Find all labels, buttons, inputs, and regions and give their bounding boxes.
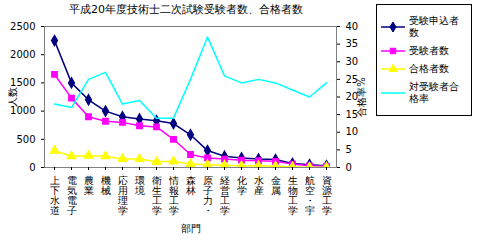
svg-text:航空・宇: 航空・宇 [305, 175, 315, 216]
svg-text:化学: 化学 [237, 175, 247, 196]
svg-text:森林: 森林 [185, 175, 196, 196]
svg-text:人数: 人数 [7, 87, 18, 107]
svg-text:原子力・: 原子力・ [203, 175, 213, 216]
svg-text:資源工学: 資源工学 [322, 175, 332, 216]
svg-text:上下水道: 上下水道 [50, 175, 60, 216]
svg-text:0: 0 [346, 162, 352, 173]
svg-text:25: 25 [345, 73, 359, 85]
svg-text:農業: 農業 [84, 175, 94, 196]
svg-text:情報工学: 情報工学 [168, 175, 179, 216]
svg-text:経営工学: 経営工学 [219, 175, 230, 216]
svg-text:2500: 2500 [10, 21, 35, 32]
svg-text:合格率%: 合格率% [356, 77, 367, 117]
svg-text:水産: 水産 [254, 175, 264, 196]
svg-text:20: 20 [345, 91, 359, 103]
svg-text:2000: 2000 [10, 49, 35, 60]
html-text:平成20年度技術士二次試験受験者数、合格者数: 平成20年度技術士二次試験受験者数、合格者数 [69, 3, 303, 16]
svg-text:電気電子: 電気電子 [67, 175, 77, 216]
svg-text:500: 500 [16, 134, 35, 145]
svg-text:機械: 機械 [101, 175, 111, 196]
svg-text:生物工学: 生物工学 [288, 175, 298, 216]
html-text:受験者数: 受験者数 [409, 45, 449, 56]
svg-text:部門: 部門 [181, 223, 201, 234]
svg-text:10: 10 [346, 126, 359, 137]
svg-text:15: 15 [345, 108, 359, 120]
svg-text:衛生工学: 衛生工学 [152, 175, 162, 216]
svg-text:30: 30 [346, 56, 359, 67]
html-text:合格者数: 合格者数 [409, 63, 449, 74]
svg-text:1000: 1000 [10, 105, 36, 117]
svg-text:35: 35 [346, 38, 359, 49]
svg-text:1500: 1500 [10, 77, 35, 88]
html-text:対受験者合格率: 対受験者合格率 [409, 81, 459, 104]
html-text:受験申込者数: 受験申込者数 [409, 15, 459, 38]
svg-text:5: 5 [346, 144, 352, 155]
svg-text:40: 40 [346, 21, 359, 32]
svg-text:環境: 環境 [134, 175, 145, 196]
svg-text:金属: 金属 [271, 175, 281, 196]
svg-text:0: 0 [29, 162, 35, 173]
svg-text:応用理学: 応用理学 [118, 175, 128, 216]
